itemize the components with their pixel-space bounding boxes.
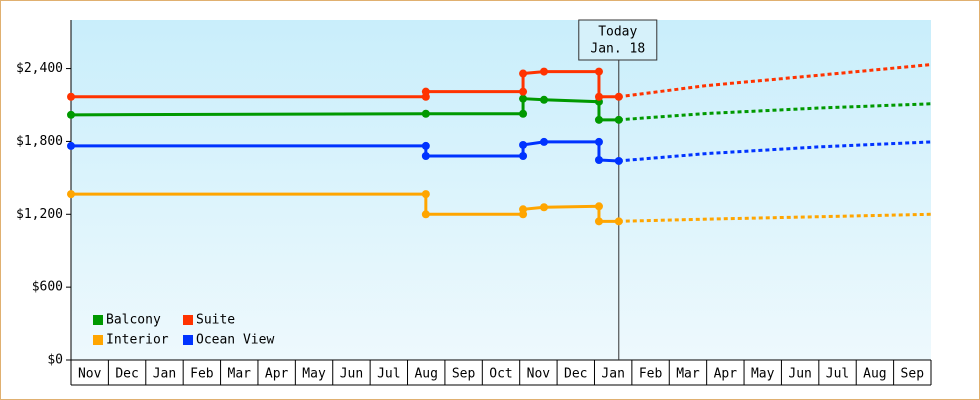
x-tick-label: Nov [527,367,551,382]
price-marker [519,94,528,103]
plot-area [71,20,931,360]
x-tick-label: Apr [714,367,738,382]
x-tick-label: Mar [676,367,700,382]
x-tick-label: Aug [863,367,886,382]
price-marker [594,137,603,146]
x-tick-label: Oct [489,367,512,382]
price-marker [421,190,430,199]
x-tick-label: Dec [115,367,138,382]
price-marker [519,152,528,160]
price-marker [519,205,528,214]
price-marker [421,109,430,118]
y-tick-label: $1,200 [16,207,63,222]
price-marker [519,140,528,149]
x-tick-label: Aug [414,367,437,382]
price-marker [519,69,528,78]
today-box [578,19,658,61]
x-tick-label: Feb [190,367,214,382]
x-tick-label: May [751,367,775,382]
forecast-line [618,63,932,99]
y-tick-label: $2,400 [16,61,63,76]
price-marker [594,156,603,165]
price-marker [614,217,623,226]
x-tick-label: Sep [452,367,476,382]
x-tick-label: Apr [265,367,289,382]
price-marker [67,110,75,119]
price-marker [540,67,548,76]
legend-label: Ocean View [196,333,274,348]
price-marker [594,92,603,101]
price-marker [594,202,603,211]
price-marker [540,95,548,104]
price-marker [540,203,548,212]
price-marker [519,109,528,118]
legend-swatch [183,315,193,325]
price-marker [594,217,603,226]
legend-swatch [93,335,103,345]
x-tick-label: May [302,367,326,382]
price-marker [519,87,528,96]
price-marker [67,141,75,150]
today-label: Today [598,25,637,40]
legend-swatch [93,315,103,325]
price-marker [67,190,75,199]
forecast-line [618,212,932,223]
price-marker [67,92,75,101]
price-marker [614,92,623,101]
price-marker [614,115,623,124]
x-tick-label: Feb [639,367,663,382]
x-tick-label: Sep [901,367,925,382]
legend-label: Suite [196,313,235,328]
x-tick-label: Jun [788,367,811,382]
x-tick-label: Jun [340,367,363,382]
x-tick-label: Mar [228,367,252,382]
forecast-line [618,140,932,163]
y-tick-label: $0 [47,353,63,368]
x-tick-label: Jan [153,367,176,382]
x-tick-label: Jul [826,367,849,382]
price-marker [540,137,548,146]
today-label: Jan. 18 [590,42,645,57]
price-marker [614,156,623,165]
x-tick-label: Jul [377,367,400,382]
x-tick-label: Dec [564,367,587,382]
price-marker [594,67,603,76]
price-marker [421,152,430,160]
y-tick-label: $1,800 [16,134,63,149]
x-tick-label: Nov [78,367,102,382]
legend-swatch [183,335,193,345]
price-marker [421,210,430,219]
legend-label: Balcony [106,313,161,328]
legend-label: Interior [106,333,169,348]
price-marker [421,141,430,150]
x-tick-label: Jan [601,367,624,382]
forecast-line [618,102,932,122]
price-marker [421,87,430,96]
y-tick-label: $600 [32,280,63,295]
price-marker [594,115,603,124]
